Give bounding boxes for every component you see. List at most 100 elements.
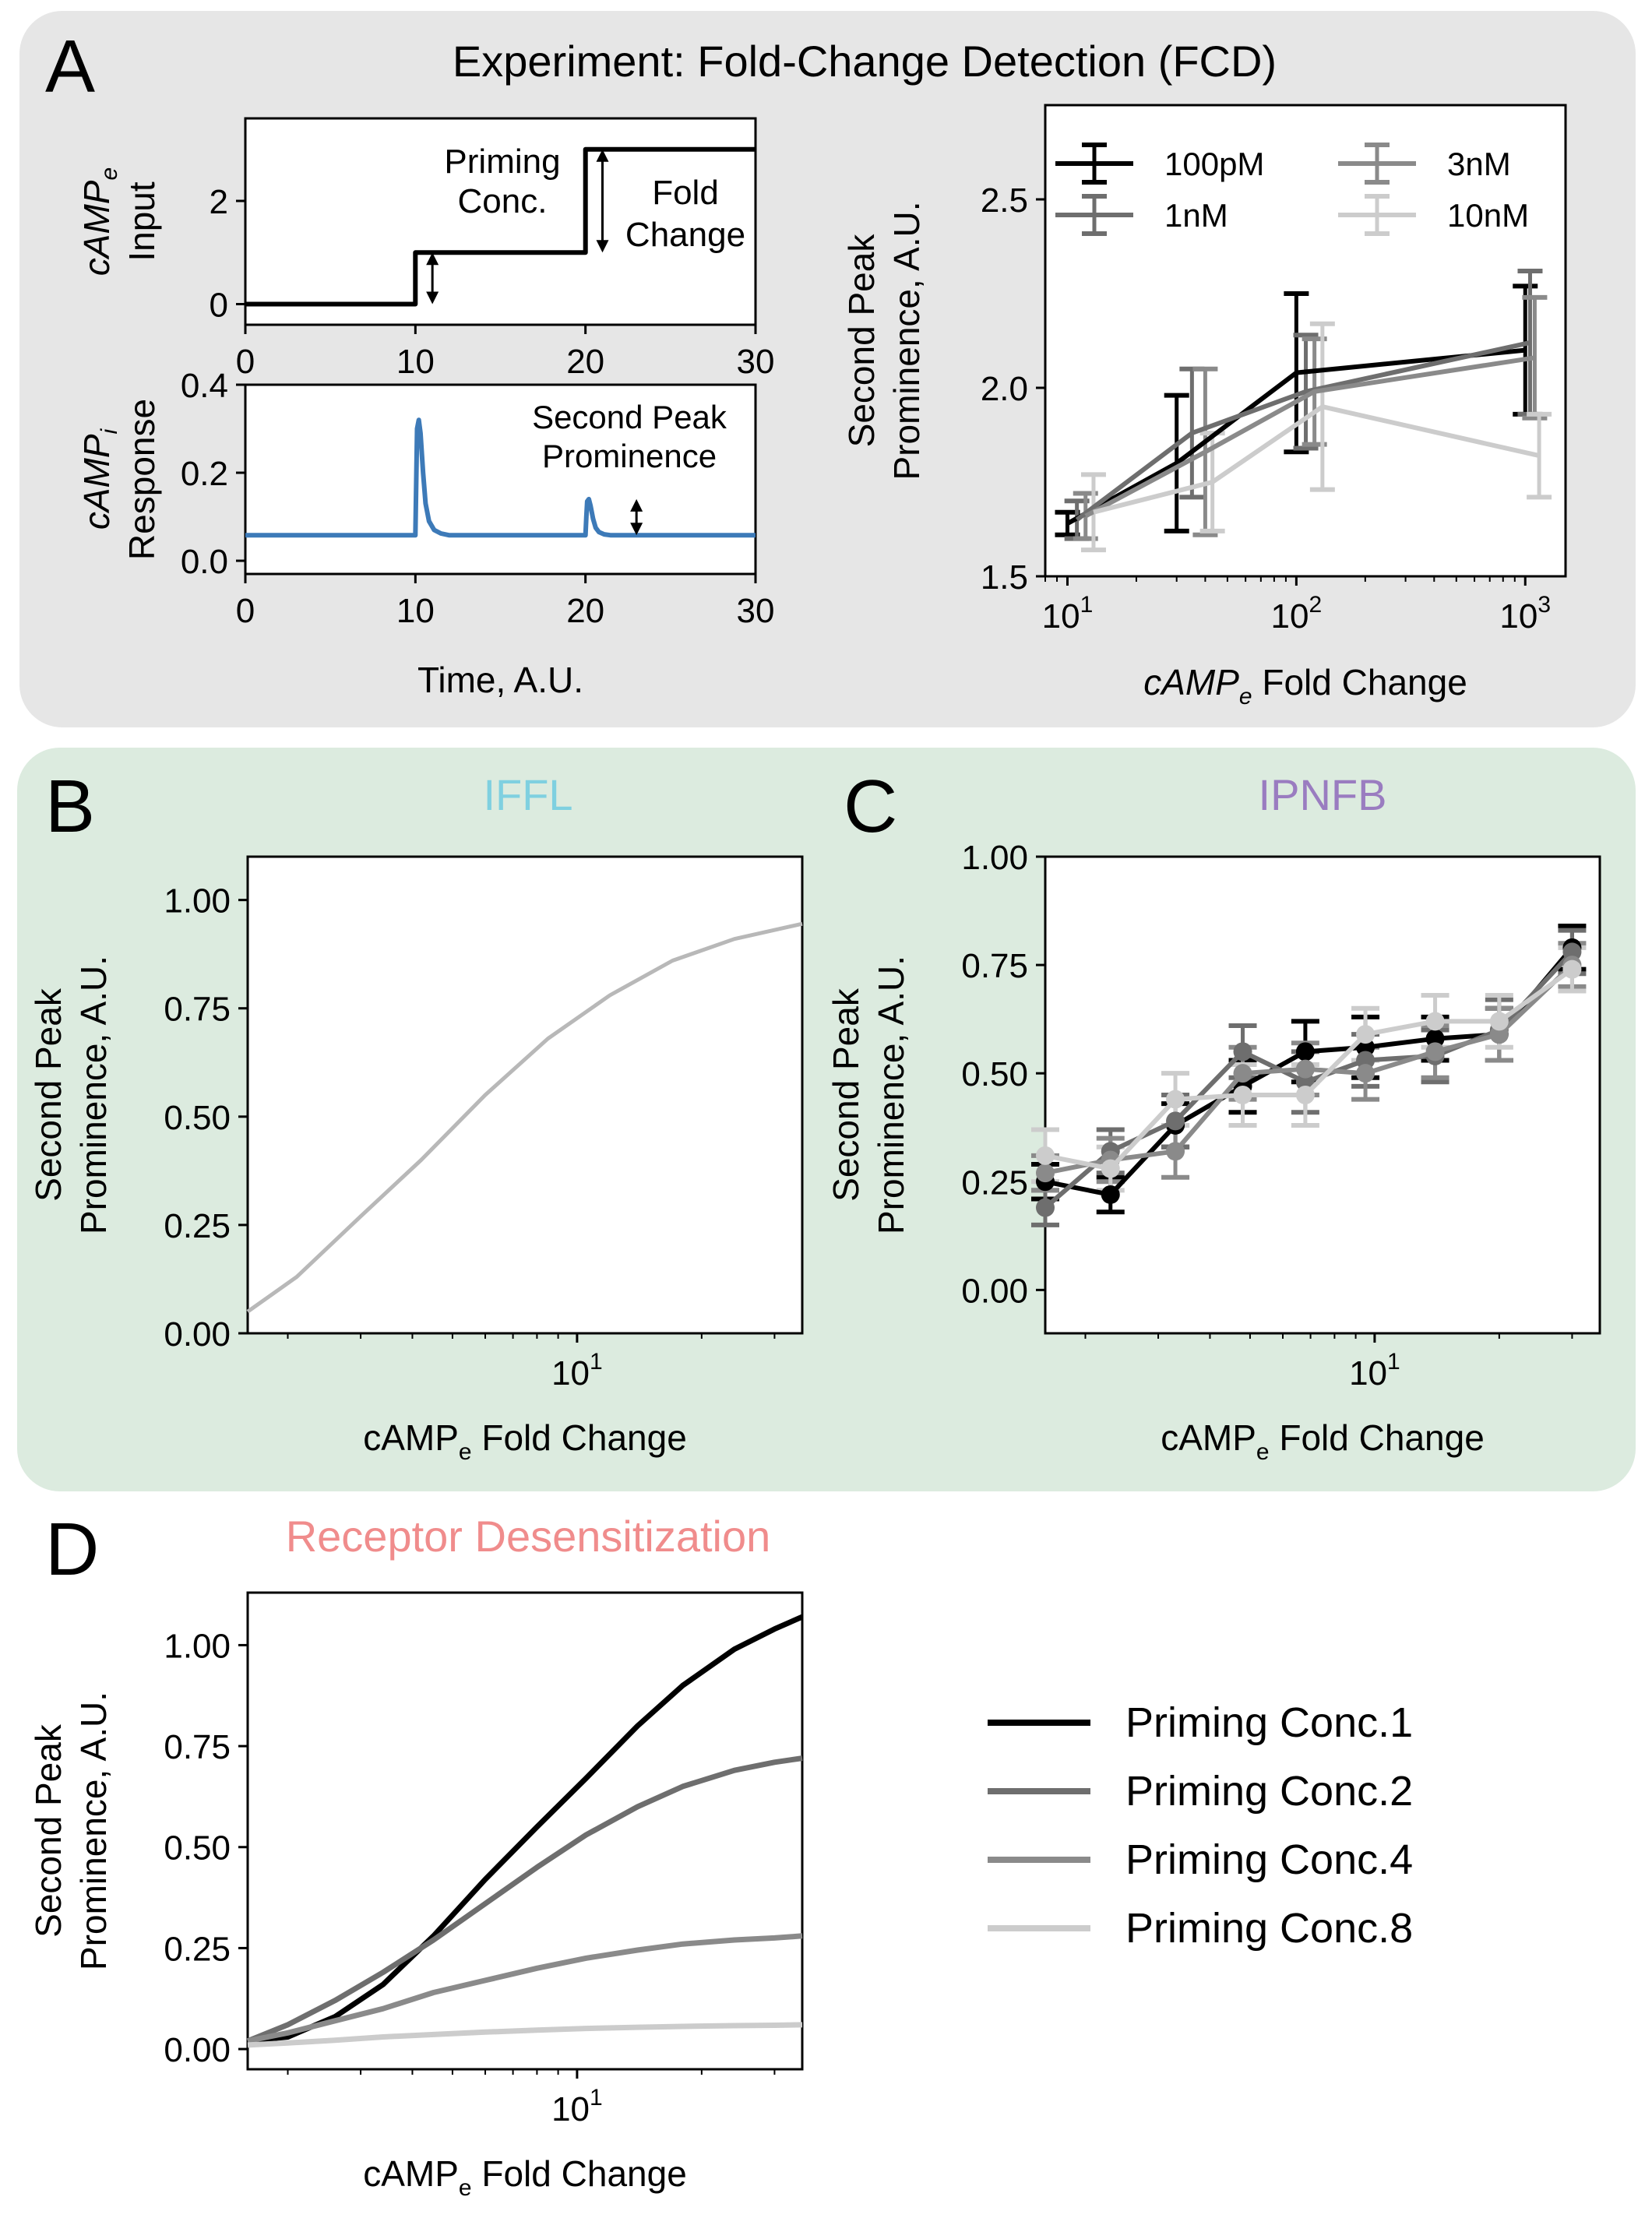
panel-c-title: IPNFB xyxy=(1259,770,1387,819)
x-tick-exp: 2 xyxy=(1309,592,1322,618)
y-label-main: cAMP xyxy=(76,180,117,276)
series-line-1nM xyxy=(1075,340,1531,522)
axes-frame xyxy=(246,855,804,1335)
response-trace xyxy=(245,417,756,538)
x-tick-label: 0 xyxy=(236,343,255,381)
y-tick-label: 0.75 xyxy=(164,1728,231,1766)
x-tick-label: 30 xyxy=(737,343,775,381)
y-tick-label: 0.4 xyxy=(181,367,228,405)
ipnfb-point xyxy=(1166,1142,1185,1161)
x-axis-label: cAMPe Fold Change xyxy=(363,1417,687,1465)
x-tick-label: 103 xyxy=(1499,592,1551,635)
x-tick-label: 10 xyxy=(396,592,435,630)
fold-arrow-head-bottom xyxy=(596,240,609,253)
x-tick-label: 101 xyxy=(1349,1349,1400,1392)
annotation-second-peak: Second Peak xyxy=(532,399,727,435)
y-tick-label: 2.0 xyxy=(981,370,1028,408)
x-tick-base: 10 xyxy=(1271,597,1309,635)
series-line-3nM xyxy=(1084,355,1535,519)
y-axis-label-line2: Prominence, A.U. xyxy=(871,956,911,1234)
desens-line-Priming Conc.8 xyxy=(247,2022,803,2048)
y-axis-label: Second Peak Prominence, A.U. xyxy=(826,956,911,1234)
ipnfb-point xyxy=(1562,959,1582,979)
ipnfb-point xyxy=(1425,1012,1445,1031)
ipnfb-point xyxy=(1166,1111,1185,1131)
ipnfb-point xyxy=(1356,1025,1375,1044)
x-axis-label-sub: e xyxy=(1256,1439,1270,1465)
plot-area xyxy=(248,857,802,1333)
annotation-conc: Conc. xyxy=(458,182,548,220)
ipnfb-point xyxy=(1295,1042,1315,1061)
x-tick-base: 10 xyxy=(1349,1354,1387,1392)
y-label-line2: Response xyxy=(122,399,162,560)
ipnfb-point xyxy=(1562,942,1582,962)
x-tick-label: 20 xyxy=(566,343,604,381)
ipnfb-point xyxy=(1101,1159,1120,1178)
ipnfb-point xyxy=(1425,1042,1445,1061)
panel-d-letter: D xyxy=(45,1508,99,1591)
y-tick-label: 0.25 xyxy=(164,1207,231,1245)
x-tick-label: 10 xyxy=(396,343,435,381)
x-axis-label: cAMPe Fold Change xyxy=(1143,662,1467,709)
y-axis-label: cAMPeInput xyxy=(76,167,162,276)
x-tick-label: 102 xyxy=(1271,592,1323,635)
y-tick-label: 0.0 xyxy=(181,543,228,581)
x-tick-exp: 1 xyxy=(590,2085,603,2111)
prominence-arrow-head-top xyxy=(630,498,643,512)
ipnfb-point xyxy=(1489,1025,1509,1044)
x-tick-base: 10 xyxy=(1499,597,1538,635)
y-tick-label: 0.25 xyxy=(164,1930,231,1968)
ipnfb-point xyxy=(1036,1164,1055,1183)
x-axis-label-rest: Fold Change xyxy=(1270,1417,1485,1458)
desens-line-Priming Conc.4 xyxy=(247,1933,803,2044)
annotation-fold: Fold xyxy=(652,174,719,212)
ipnfb-point xyxy=(1356,1064,1375,1083)
y-tick-label: 0.00 xyxy=(164,2031,231,2069)
ipnfb-point xyxy=(1295,1072,1315,1092)
x-tick-base: 10 xyxy=(551,2090,590,2128)
y-label-line1: cAMPi xyxy=(76,428,122,530)
x-tick-exp: 3 xyxy=(1538,592,1551,618)
y-axis-label-line1: Second Peak xyxy=(826,988,866,1202)
y-tick-label: 0.00 xyxy=(164,1315,231,1354)
chart-b-iffl: 0.00 0.25 0.50 0.75 1.00 101 Second Peak Promin… xyxy=(28,855,804,1465)
x-axis-label-main: cAMP xyxy=(1161,1417,1256,1458)
legend-d: Priming Conc.1 Priming Conc.2 Priming Conc… xyxy=(988,1699,1413,1952)
desens-line-Priming Conc.2 xyxy=(246,1755,803,2044)
y-tick-label: 0.2 xyxy=(181,455,228,493)
ipnfb-point xyxy=(1036,1198,1055,1217)
x-label-main: cAMP xyxy=(1143,662,1239,702)
y-label-sub: e xyxy=(97,167,122,181)
y-label-main: cAMP xyxy=(76,434,117,530)
y-label-line1: cAMPe xyxy=(76,167,122,276)
y-axis-label: cAMPiResponse xyxy=(76,399,162,560)
plot-area xyxy=(245,118,756,325)
series-line-10nM xyxy=(1093,404,1540,515)
ipnfb-point xyxy=(1036,1146,1055,1165)
x-tick-label: 30 xyxy=(737,592,775,630)
legend-label-10nM: 10nM xyxy=(1447,197,1529,234)
legend-d-label: Priming Conc.4 xyxy=(1125,1836,1413,1883)
y-tick-label: 0.50 xyxy=(164,1099,231,1137)
chart-d-desens: 0.00 0.25 0.50 0.75 1.00 101 Second Peak Promin… xyxy=(28,1591,804,2201)
x-tick-base: 10 xyxy=(551,1354,590,1392)
x-axis-label: cAMPe Fold Change xyxy=(363,2153,687,2201)
y-axis-label-line1: Second Peak xyxy=(28,1723,69,1938)
ipnfb-point xyxy=(1295,1059,1315,1079)
chart-a-response: 0.0 0.2 0.4 0 10 20 30 cAMPiResponse Time, A.U. S… xyxy=(76,367,774,700)
panel-b-title: IFFL xyxy=(483,770,572,819)
x-tick-exp: 1 xyxy=(1387,1349,1400,1375)
x-axis-label-main: cAMP xyxy=(363,2153,459,2194)
x-tick-label: 101 xyxy=(551,1349,603,1392)
x-axis-label-rest: Fold Change xyxy=(472,2153,687,2194)
y-label-sub: i xyxy=(97,428,122,434)
plot-area xyxy=(1045,857,1600,1333)
annotation-change: Change xyxy=(625,216,745,254)
y-axis-label: Second Peak Prominence, A.U. xyxy=(28,956,114,1234)
fold-arrow-head-top xyxy=(596,149,609,162)
priming-arrow-head-bottom xyxy=(426,291,439,305)
axes-frame xyxy=(246,1591,804,2071)
x-tick-label: 101 xyxy=(1042,592,1094,635)
